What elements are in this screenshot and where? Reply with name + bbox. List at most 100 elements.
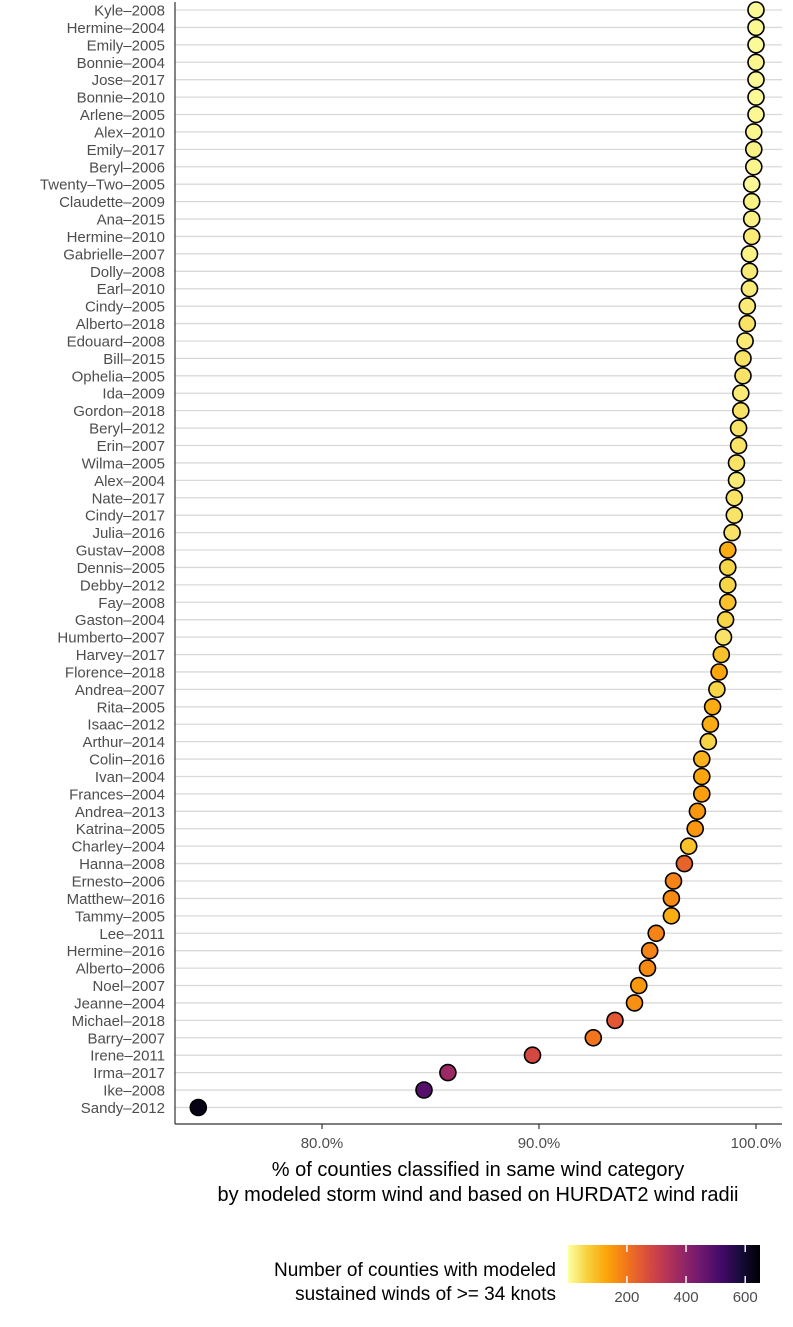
data-point (714, 628, 733, 646)
x-axis-title-line: by modeled storm wind and based on HURDA… (218, 1184, 739, 1206)
storm-label: Ida–2009 (102, 386, 165, 403)
storm-label: Michael–2018 (72, 1013, 165, 1030)
storm-label: Kyle–2008 (94, 3, 165, 20)
storm-label: Hermine–2016 (67, 943, 165, 960)
storm-label: Barry–2007 (87, 1030, 165, 1047)
storm-label: Charley–2004 (72, 839, 165, 856)
storm-label: Arlene–2005 (80, 107, 165, 124)
data-point (747, 70, 765, 89)
data-point (738, 314, 757, 333)
data-point (708, 680, 726, 699)
data-point (740, 262, 759, 281)
data-point (740, 279, 759, 298)
data-point (688, 802, 707, 821)
data-point (747, 18, 765, 37)
storm-label: Emily–2017 (87, 142, 165, 159)
storm-label: Harvey–2017 (76, 647, 165, 664)
data-point (662, 889, 681, 908)
storm-label: Fay–2008 (98, 595, 165, 612)
data-point (629, 976, 648, 995)
storm-label: Dennis–2005 (77, 560, 165, 577)
storm-label: Frances–2004 (69, 786, 165, 803)
color-legend: Number of counties with modeled sustained… (274, 1245, 760, 1306)
data-point (747, 88, 765, 106)
data-point (727, 471, 746, 490)
data-point (662, 906, 681, 925)
data-point (692, 750, 711, 768)
data-point (710, 663, 728, 681)
data-point (692, 767, 711, 786)
data-point (686, 819, 705, 838)
legend-colorbar (568, 1245, 760, 1283)
x-axis-title-line: % of counties classified in same wind ca… (272, 1159, 684, 1181)
data-point (584, 1029, 603, 1047)
storm-label: Emily–2005 (87, 37, 165, 54)
data-point (747, 35, 765, 54)
data-point (718, 576, 737, 594)
storm-label: Rita–2005 (97, 699, 165, 716)
data-point (679, 837, 698, 856)
axes (174, 2, 782, 1125)
storm-label: Bonnie–2010 (77, 90, 165, 107)
data-point (731, 401, 750, 420)
x-tick-label: 80.0% (301, 1135, 344, 1152)
storm-label: Gordon–2018 (73, 403, 165, 420)
data-point (744, 140, 763, 159)
storm-label: Bill–2015 (103, 351, 165, 368)
storm-label: Ophelia–2005 (72, 368, 165, 385)
storm-label: Alex–2010 (94, 124, 165, 141)
storm-label: Cindy–2005 (85, 299, 165, 316)
data-point (716, 610, 735, 629)
data-point (606, 1011, 624, 1030)
storm-labels: Kyle–2008Hermine–2004Emily–2005Bonnie–20… (40, 3, 165, 1117)
storm-label: Jose–2017 (92, 72, 165, 89)
data-point (725, 506, 744, 525)
data-point (640, 941, 659, 960)
storm-label: Matthew–2016 (67, 891, 165, 908)
storm-label: Erin–2007 (97, 438, 165, 455)
data-points (189, 1, 765, 1117)
storm-label: Nate–2017 (92, 490, 165, 507)
storm-label: Beryl–2012 (89, 421, 165, 438)
storm-label: Alberto–2006 (76, 961, 165, 978)
storm-label: Ivan–2004 (95, 769, 165, 786)
x-ticks: 80.0% 90.0% 100.0% (301, 1124, 781, 1152)
data-point (718, 593, 737, 612)
storm-label: Bonnie–2004 (77, 55, 165, 72)
storm-label: Andrea–2013 (75, 804, 165, 821)
data-point (747, 53, 765, 72)
storm-label: Beryl–2006 (89, 159, 165, 176)
legend-tick-label: 400 (674, 1289, 699, 1306)
storm-label: Ike–2008 (103, 1083, 165, 1100)
storm-label: Katrina–2005 (76, 821, 165, 838)
storm-label: Hermine–2010 (67, 229, 165, 246)
storm-label: Hanna–2008 (79, 856, 165, 873)
data-point (742, 192, 761, 211)
storm-label: Alberto–2018 (76, 316, 165, 333)
data-point (738, 297, 757, 315)
data-point (692, 785, 711, 803)
storm-label: Alex–2004 (94, 473, 165, 490)
storm-label: Tammy–2005 (75, 908, 165, 925)
data-point (718, 558, 737, 577)
legend-tick-label: 600 (733, 1289, 758, 1306)
data-point (744, 123, 763, 141)
data-point (415, 1081, 433, 1099)
data-point (638, 959, 657, 977)
data-point (734, 366, 752, 385)
data-point (664, 872, 683, 890)
data-point (729, 419, 748, 437)
storm-label: Dolly–2008 (90, 264, 165, 281)
storm-label: Ernesto–2006 (72, 874, 165, 891)
storm-label: Debby–2012 (80, 577, 165, 594)
x-tick-label: 90.0% (518, 1135, 561, 1152)
storm-label: Colin–2016 (89, 752, 165, 769)
data-point (729, 436, 748, 455)
data-point (740, 245, 759, 263)
storm-label: Hermine–2004 (67, 20, 165, 37)
storm-label: Twenty–Two–2005 (40, 177, 165, 194)
data-point (731, 384, 750, 403)
storm-label: Cindy–2017 (85, 508, 165, 525)
data-point (439, 1063, 457, 1082)
